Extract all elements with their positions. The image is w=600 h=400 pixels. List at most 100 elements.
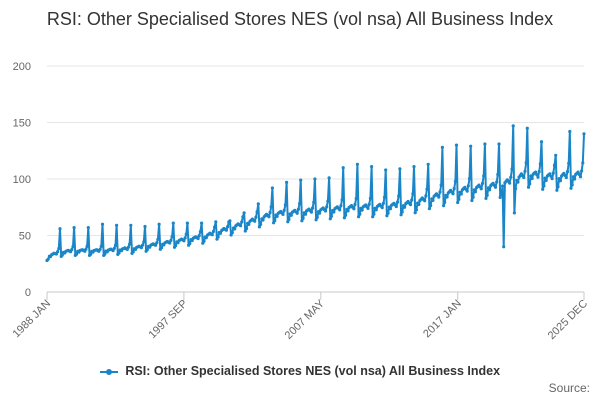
data-point[interactable] [202,239,206,243]
data-point[interactable] [314,218,318,222]
data-point[interactable] [438,190,442,194]
data-point[interactable] [338,208,342,212]
data-point[interactable] [230,231,234,235]
data-point[interactable] [243,229,247,233]
data-point[interactable] [242,211,246,215]
data-point[interactable] [210,233,214,237]
data-point[interactable] [326,199,330,203]
data-point[interactable] [129,223,133,227]
data-point[interactable] [261,218,265,222]
data-point[interactable] [112,246,116,250]
data-point[interactable] [240,220,244,224]
data-point[interactable] [301,216,305,220]
data-point[interactable] [556,185,560,189]
data-point[interactable] [528,182,532,186]
data-point[interactable] [398,167,402,171]
data-point[interactable] [417,202,421,207]
data-point[interactable] [340,198,344,202]
data-point[interactable] [233,227,237,231]
data-point[interactable] [313,177,317,181]
data-point[interactable] [171,221,175,225]
data-point[interactable] [354,197,358,201]
data-point[interactable] [582,132,586,136]
data-point[interactable] [523,169,527,173]
data-point[interactable] [399,213,403,217]
data-point[interactable] [451,192,455,196]
data-point[interactable] [367,202,371,206]
data-point[interactable] [253,219,257,223]
data-point[interactable] [431,198,435,202]
data-point[interactable] [56,250,60,254]
data-point[interactable] [482,174,486,178]
data-point[interactable] [254,215,258,219]
data-point[interactable] [267,215,271,219]
data-point[interactable] [281,212,285,216]
data-point[interactable] [318,211,322,215]
data-point[interactable] [497,142,501,146]
data-point[interactable] [113,243,118,247]
data-point[interactable] [499,192,503,196]
data-point[interactable] [157,222,161,226]
data-point[interactable] [368,196,372,200]
data-point[interactable] [558,179,563,183]
data-point[interactable] [74,252,79,256]
data-point[interactable] [426,162,430,166]
data-point[interactable] [580,169,584,173]
data-point[interactable] [485,193,489,197]
data-point[interactable] [100,222,105,226]
data-point[interactable] [143,224,147,229]
data-point[interactable] [535,173,539,177]
data-point[interactable] [440,145,444,149]
data-point[interactable] [484,196,488,200]
data-point[interactable] [524,161,528,165]
data-point[interactable] [526,185,531,189]
data-point[interactable] [565,170,570,174]
data-point[interactable] [156,237,160,241]
data-point[interactable] [216,235,220,239]
data-point[interactable] [581,161,585,165]
data-point[interactable] [244,227,249,231]
data-point[interactable] [502,245,506,249]
data-point[interactable] [57,246,61,251]
data-point[interactable] [84,247,88,251]
data-point[interactable] [204,236,208,240]
data-point[interactable] [300,219,304,223]
data-point[interactable] [312,200,316,204]
data-point[interactable] [374,208,378,212]
data-point[interactable] [522,175,526,180]
data-point[interactable] [325,205,329,209]
data-point[interactable] [467,176,472,181]
data-point[interactable] [228,219,232,223]
data-point[interactable] [275,214,279,218]
data-point[interactable] [423,199,427,203]
data-point[interactable] [425,187,429,191]
data-point[interactable] [567,161,571,165]
data-point[interactable] [170,235,174,239]
data-point[interactable] [456,200,460,205]
data-point[interactable] [442,204,446,208]
data-point[interactable] [268,210,272,215]
data-point[interactable] [386,211,390,215]
data-point[interactable] [508,181,512,185]
data-point[interactable] [46,257,50,261]
data-point[interactable] [550,177,554,181]
data-point[interactable] [86,226,90,230]
data-point[interactable] [544,178,548,182]
data-point[interactable] [183,236,187,240]
data-point[interactable] [142,240,146,244]
data-point[interactable] [269,205,273,209]
data-point[interactable] [479,187,483,191]
data-point[interactable] [117,251,121,255]
data-point[interactable] [525,126,529,130]
data-point[interactable] [541,187,545,191]
data-point[interactable] [239,224,243,228]
data-point[interactable] [516,180,520,184]
data-point[interactable] [283,203,287,207]
data-point[interactable] [327,176,331,180]
source-credit[interactable]: Source: [548,381,590,395]
data-point[interactable] [315,215,319,219]
series-line[interactable] [46,124,585,262]
data-point[interactable] [512,211,517,215]
data-point[interactable] [395,200,400,204]
data-point[interactable] [452,186,456,191]
